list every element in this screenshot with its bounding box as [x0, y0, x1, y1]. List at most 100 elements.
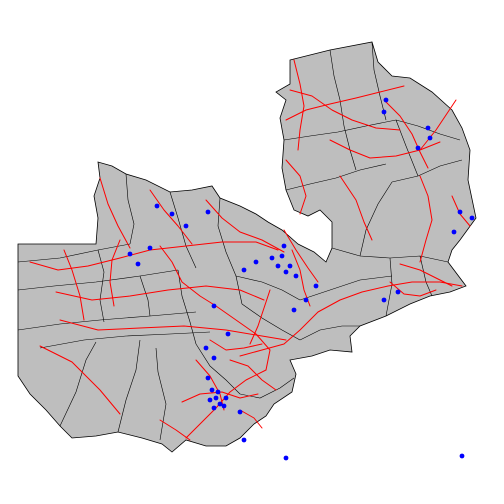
- location-point: [451, 229, 457, 235]
- district-boundary: [285, 163, 387, 191]
- location-point: [279, 253, 285, 259]
- road-segment: [285, 159, 307, 215]
- location-point: [203, 345, 209, 351]
- location-point: [287, 263, 293, 269]
- location-point: [183, 223, 189, 229]
- location-point: [425, 125, 431, 131]
- road-segment: [293, 59, 305, 151]
- location-point: [457, 209, 463, 215]
- road-segment: [181, 391, 259, 403]
- road-segment: [239, 281, 463, 357]
- road-segment: [159, 419, 191, 441]
- country-outline: [17, 41, 477, 453]
- point-locations: [127, 97, 475, 461]
- district-boundary: [177, 269, 197, 345]
- location-point: [381, 297, 387, 303]
- location-point: [275, 263, 281, 269]
- location-point: [211, 303, 217, 309]
- road-segment: [229, 359, 277, 391]
- location-point: [135, 261, 141, 267]
- location-point: [147, 245, 153, 251]
- location-point: [415, 145, 421, 151]
- road-segment: [159, 245, 217, 307]
- location-point: [381, 109, 387, 115]
- road-segment: [239, 409, 263, 429]
- location-point: [205, 209, 211, 215]
- location-point: [459, 453, 465, 459]
- road-segment: [389, 281, 437, 297]
- district-boundary: [217, 197, 243, 305]
- district-boundary: [17, 243, 131, 263]
- road-segment: [215, 305, 271, 371]
- district-boundary: [241, 303, 301, 341]
- road-segment: [249, 289, 271, 345]
- district-boundary: [299, 325, 360, 341]
- location-point: [211, 355, 217, 361]
- road-segment: [59, 319, 287, 341]
- district-boundary: [117, 339, 141, 433]
- district-boundary: [17, 269, 179, 291]
- district-boundary: [235, 275, 301, 301]
- road-segment: [419, 99, 457, 151]
- road-segment: [289, 89, 401, 131]
- road-segment: [99, 177, 131, 249]
- location-point: [241, 267, 247, 273]
- road-segment: [185, 369, 267, 439]
- road-segment: [383, 99, 429, 169]
- district-boundary: [125, 173, 135, 245]
- location-point: [291, 307, 297, 313]
- road-segment: [283, 229, 319, 283]
- location-point: [283, 455, 289, 461]
- district-boundary: [359, 181, 393, 257]
- location-point: [221, 403, 227, 409]
- location-point: [223, 395, 229, 401]
- district-boundary: [395, 119, 419, 177]
- district-boundary: [97, 249, 105, 323]
- location-point: [213, 395, 219, 401]
- road-segment: [149, 189, 193, 245]
- location-point: [209, 387, 215, 393]
- district-boundary: [299, 275, 393, 301]
- district-boundary: [59, 341, 97, 427]
- road-segment: [399, 263, 453, 287]
- location-point: [253, 259, 259, 265]
- road-segment: [329, 139, 441, 159]
- district-boundary: [283, 119, 397, 141]
- location-point: [283, 269, 289, 275]
- location-point: [169, 211, 175, 217]
- location-point: [427, 135, 433, 141]
- location-point: [281, 243, 287, 249]
- district-boundary: [371, 41, 387, 121]
- road-segment: [63, 249, 85, 321]
- road-segment: [205, 199, 285, 253]
- location-point: [154, 203, 160, 209]
- road-segment: [339, 175, 373, 241]
- road-segment: [109, 239, 121, 307]
- location-point: [217, 401, 223, 407]
- location-point: [241, 437, 247, 443]
- location-point: [205, 375, 211, 381]
- district-boundary: [195, 343, 241, 395]
- location-point: [395, 289, 401, 295]
- location-point: [127, 251, 133, 257]
- location-point: [469, 215, 475, 221]
- district-boundary: [169, 191, 197, 269]
- location-point: [225, 331, 231, 337]
- road-segment: [419, 175, 433, 263]
- location-point: [269, 255, 275, 261]
- district-boundary: [329, 49, 345, 127]
- road-segment: [39, 345, 121, 415]
- location-point: [237, 409, 243, 415]
- district-boundary: [39, 331, 211, 349]
- road-segment: [55, 285, 265, 301]
- district-boundary: [391, 159, 463, 183]
- location-point: [211, 405, 217, 411]
- district-boundary: [17, 311, 197, 331]
- district-boundaries: [17, 41, 463, 441]
- district-boundary: [139, 275, 151, 317]
- road-segment: [195, 359, 225, 411]
- location-point: [215, 389, 221, 395]
- road-segment: [209, 339, 263, 351]
- location-point: [293, 273, 299, 279]
- location-point: [303, 297, 309, 303]
